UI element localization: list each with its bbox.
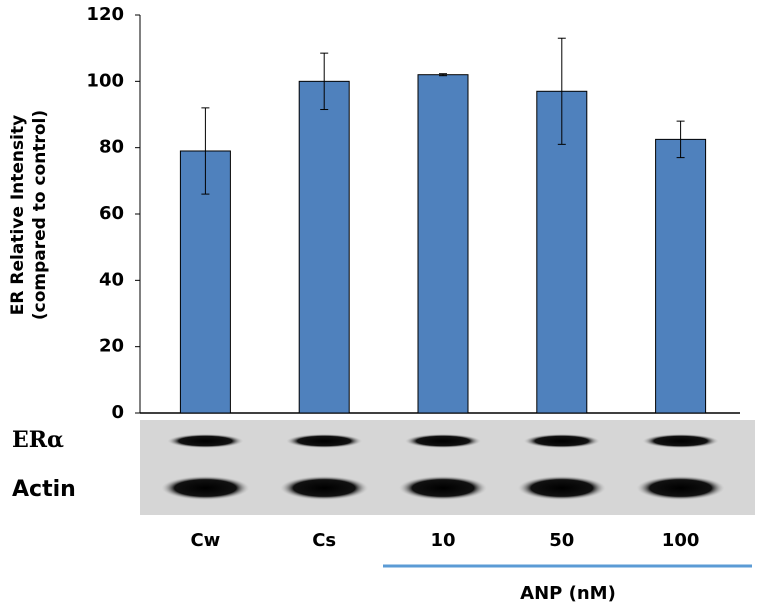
blot-band: [167, 434, 244, 448]
blot-band: [399, 476, 487, 500]
y-tick-label: 100: [86, 70, 124, 91]
x-tick-label: 10: [430, 530, 455, 551]
y-axis-title: ER Relative Intensity (compared to contr…: [8, 110, 50, 320]
y-axis-title-line: (compared to control): [30, 110, 50, 320]
bar: [536, 90, 588, 414]
blot-band: [636, 476, 725, 500]
y-tick-label: 120: [86, 4, 124, 25]
blot-band: [405, 434, 481, 448]
blot-band: [523, 434, 600, 448]
y-tick-label: 20: [99, 336, 124, 357]
blot-label: ERα: [12, 427, 64, 453]
y-tick-label: 0: [111, 402, 124, 423]
y-tick-label: 60: [99, 203, 124, 224]
bar: [655, 138, 707, 414]
blot-band: [280, 476, 369, 500]
blot-label: Actin: [12, 477, 76, 502]
bar: [298, 80, 350, 414]
y-tick-label: 40: [99, 269, 124, 290]
x-tick-label: 100: [662, 530, 700, 551]
blot-band: [286, 434, 363, 448]
bar: [417, 74, 469, 414]
blot-band: [642, 434, 719, 448]
x-tick-label: 50: [549, 530, 574, 551]
x-tick-label: Cs: [312, 530, 336, 551]
blot-band: [161, 476, 250, 500]
bar: [179, 150, 231, 414]
x-tick-label: Cw: [190, 530, 220, 551]
blot-band: [517, 476, 606, 500]
group-label: ANP (nM): [520, 583, 616, 604]
y-axis-title-line: ER Relative Intensity: [8, 115, 28, 315]
y-tick-label: 80: [99, 137, 124, 158]
